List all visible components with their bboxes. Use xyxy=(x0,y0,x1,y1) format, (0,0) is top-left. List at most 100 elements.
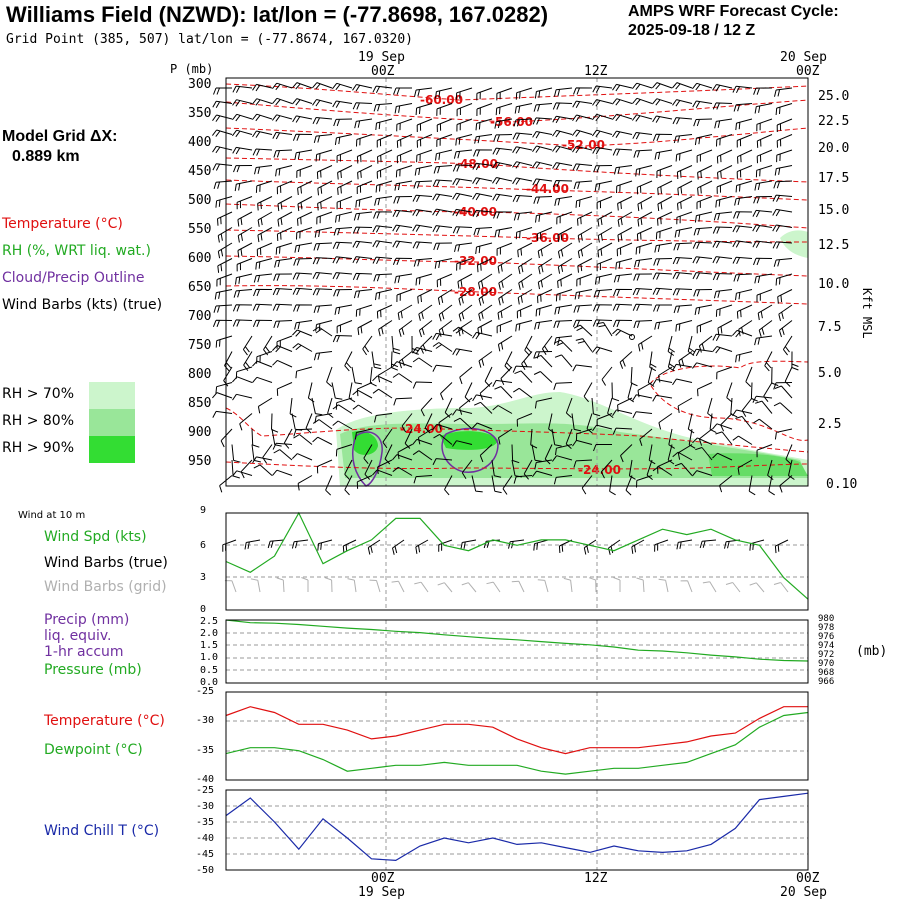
wind-barb xyxy=(553,320,573,329)
wind-barb xyxy=(493,211,513,219)
wind-barb xyxy=(494,118,513,129)
wind-barb xyxy=(619,351,633,369)
wind-barb xyxy=(788,459,795,480)
pressure-tick: 450 xyxy=(188,164,212,179)
wind-barb xyxy=(478,351,493,368)
wind-barb xyxy=(773,402,793,414)
surface-wind-barb xyxy=(774,539,789,554)
wind-barb xyxy=(272,288,293,296)
wind-barb xyxy=(275,242,293,255)
wind-barb xyxy=(371,351,382,370)
wind-barb xyxy=(325,475,333,496)
wind-barb xyxy=(356,134,373,147)
wind-barb xyxy=(517,289,533,305)
wind-barb xyxy=(453,149,473,159)
wind-barb xyxy=(232,470,253,477)
wind-barb xyxy=(632,82,653,91)
wind-barb xyxy=(416,134,433,148)
wind-barb xyxy=(452,348,473,356)
wind-barb xyxy=(393,196,413,204)
wind-barb xyxy=(273,273,293,281)
wind-barb xyxy=(335,444,353,457)
grid-wind-barb xyxy=(369,579,381,593)
pressure-label: Pressure (mb) xyxy=(44,662,142,678)
wind-barb xyxy=(535,304,553,317)
wind-barb xyxy=(398,320,413,337)
wind-barb xyxy=(716,366,733,380)
wind-barb xyxy=(457,273,473,289)
wind-barb xyxy=(235,273,253,285)
wind-barb xyxy=(412,241,433,249)
temperature-label: Temperature (°C) xyxy=(44,713,165,729)
wind-barb xyxy=(296,227,313,240)
bottom-hour-2: 12Z xyxy=(584,871,608,886)
wind-barb xyxy=(694,211,713,223)
wind-barb xyxy=(272,114,293,122)
wind-barb xyxy=(534,397,553,409)
wind-barb xyxy=(232,393,253,401)
wind-barb xyxy=(292,343,313,352)
wind-barb xyxy=(332,272,353,280)
wind-barb xyxy=(613,288,633,297)
wind-barb xyxy=(726,382,733,403)
wind-barb xyxy=(292,133,313,141)
wind-barb xyxy=(464,382,473,403)
wind-barb xyxy=(557,242,573,259)
wind-barb xyxy=(458,289,473,306)
wind-barb xyxy=(252,376,273,384)
wind-barb xyxy=(557,227,573,242)
wind-barb xyxy=(592,99,613,107)
precip-frame xyxy=(225,619,809,684)
cloud-outline-1 xyxy=(352,431,383,487)
wind-barb xyxy=(415,103,433,116)
wind-barb xyxy=(312,436,333,445)
wind-barb xyxy=(373,211,393,219)
wind-barb xyxy=(471,475,483,493)
wind-barb xyxy=(653,258,673,266)
wind-barb xyxy=(552,115,573,124)
legend-temperature: Temperature (°C) xyxy=(2,216,123,232)
wind-barb xyxy=(657,196,673,212)
wind-barb xyxy=(375,289,393,301)
height-tick: 20.0 xyxy=(818,141,850,156)
wind-barb xyxy=(432,332,453,341)
wind-barb xyxy=(332,82,353,91)
wind-barb xyxy=(758,320,773,337)
surface-wind-barb xyxy=(342,539,357,554)
grid-wind-barb xyxy=(537,579,549,593)
wind-barb xyxy=(695,447,713,461)
temp-y-tick: -35 xyxy=(196,745,215,756)
wind-barb xyxy=(637,211,653,227)
surface-wind-barb xyxy=(438,539,453,552)
wind-barb xyxy=(272,469,293,476)
temp-y-tick: -30 xyxy=(196,715,215,726)
wind-barb xyxy=(492,379,513,387)
wind-barb xyxy=(391,335,401,355)
wind-barb xyxy=(496,242,513,256)
wind-barb xyxy=(692,256,713,264)
wind-barb xyxy=(693,118,713,127)
wind-barb xyxy=(313,304,333,314)
wind-barb xyxy=(734,196,753,206)
wind-barb xyxy=(336,196,353,210)
wind-barb xyxy=(412,347,433,355)
isotherm xyxy=(225,229,809,243)
temperature-panel xyxy=(225,691,809,781)
wind-barb xyxy=(675,320,693,332)
isotherm xyxy=(225,203,809,229)
isotherm-label: -44.00 xyxy=(526,182,569,196)
wind-barb xyxy=(274,258,293,268)
wind-barb xyxy=(533,371,553,383)
surface-wind-barb xyxy=(317,539,333,551)
wind-barb xyxy=(672,82,693,90)
pressure-tick: 650 xyxy=(188,280,212,295)
wind-barb xyxy=(456,118,473,132)
wind-barb xyxy=(652,98,673,106)
wind-barb xyxy=(492,147,513,155)
wind-barb xyxy=(752,395,773,403)
wind-barb xyxy=(733,103,753,112)
wind-barb xyxy=(416,149,433,163)
precip-panel xyxy=(225,619,809,684)
wind-barb xyxy=(392,240,413,248)
wind-barb xyxy=(272,131,293,140)
